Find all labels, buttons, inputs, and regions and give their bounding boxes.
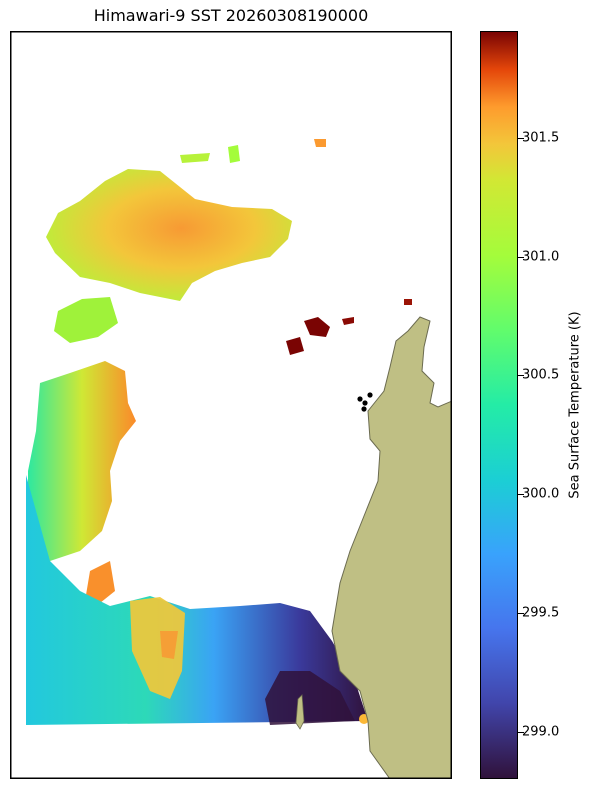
- land-mass: [331, 316, 452, 779]
- colorbar-tick: [518, 256, 524, 258]
- colorbar-tick: [518, 731, 524, 733]
- colorbar-tick-label: 299.0: [522, 724, 560, 739]
- colorbar-tick: [518, 375, 524, 377]
- colorbar-label: Sea Surface Temperature (K): [567, 311, 583, 499]
- colorbar-tick-label: 301.0: [522, 249, 560, 265]
- sst-north-patch: [46, 139, 326, 343]
- sst-west-patch: [28, 361, 136, 603]
- colorbar-tick-label: 300.0: [522, 486, 560, 502]
- colorbar-tick-label: 299.5: [522, 605, 560, 621]
- colorbar-tick-label: 300.5: [522, 367, 560, 383]
- colorbar-tick-label: 301.5: [522, 130, 560, 146]
- sst-hotspot: [286, 299, 412, 355]
- sst-map[interactable]: [10, 31, 452, 779]
- colorbar-tick: [518, 137, 524, 139]
- colorbar: [480, 31, 518, 779]
- colorbar-tick: [518, 612, 524, 614]
- map-border: [10, 31, 452, 779]
- map-title: Himawari-9 SST 20260308190000: [93, 6, 369, 25]
- sst-south-patch: [26, 475, 369, 725]
- island: [295, 694, 305, 730]
- colorbar-tick: [518, 494, 524, 496]
- station-markers: [357, 392, 373, 412]
